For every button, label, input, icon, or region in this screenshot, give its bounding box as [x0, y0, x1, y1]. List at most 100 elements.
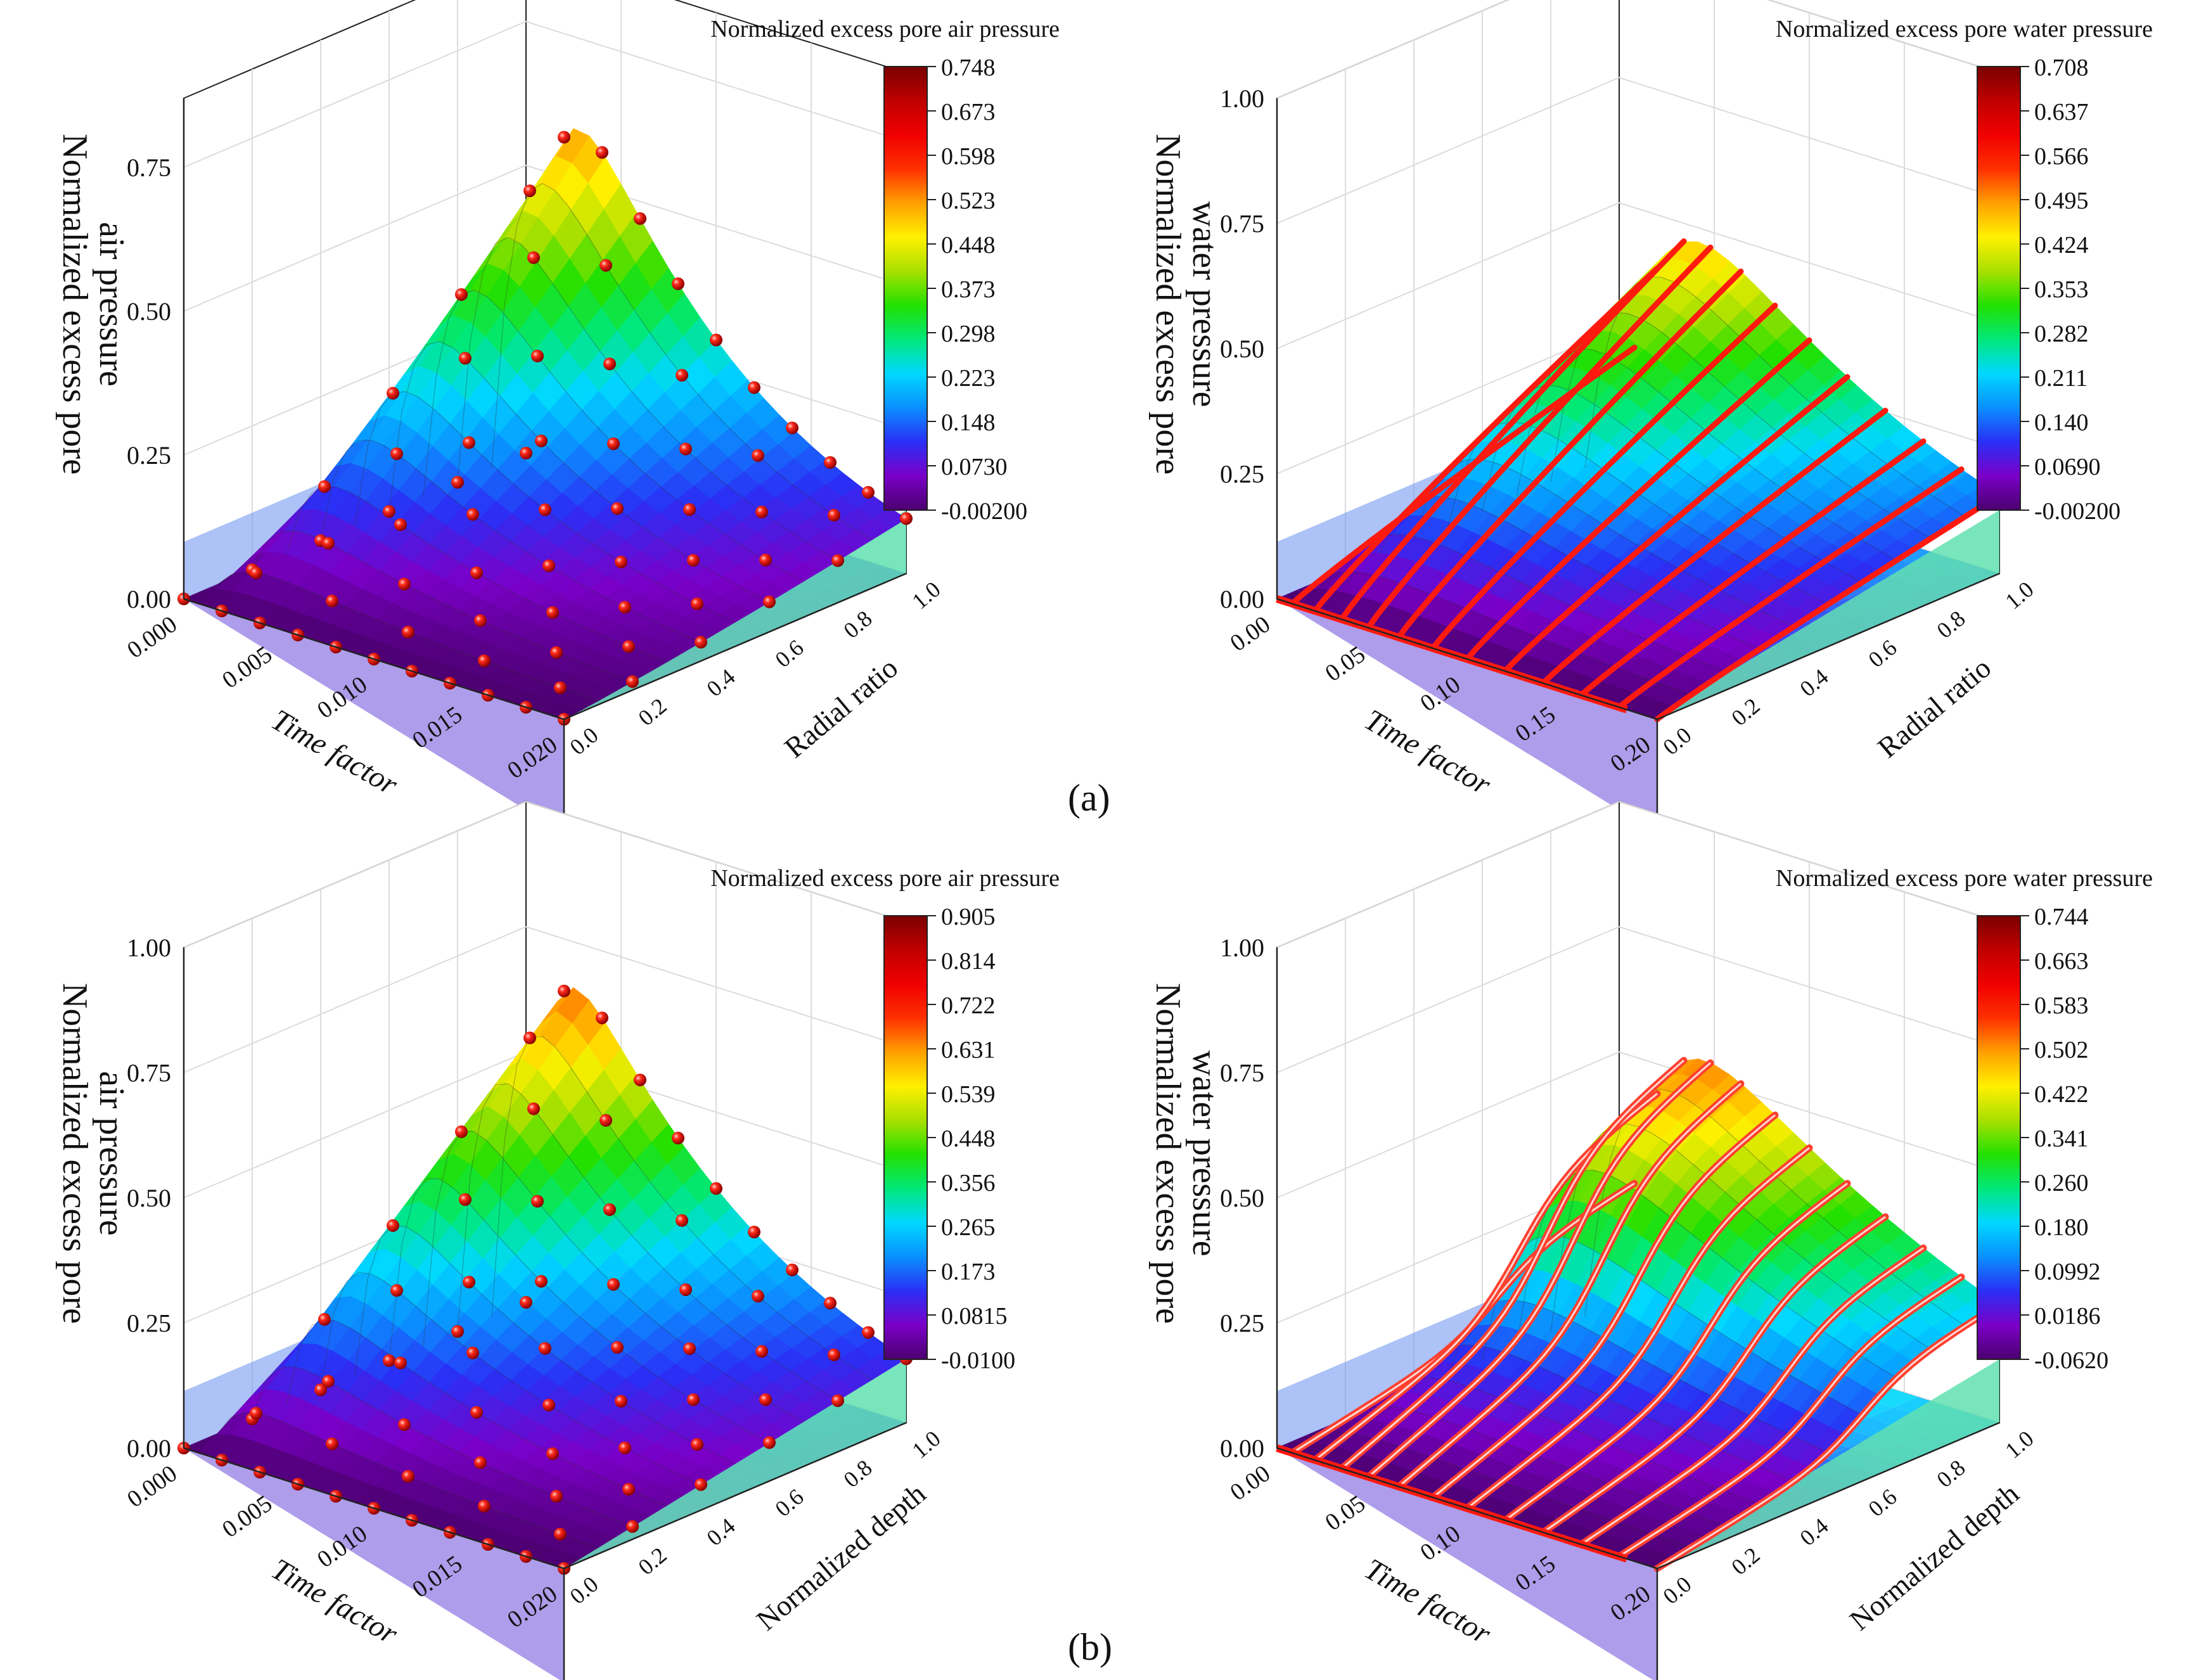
- colorbar-tick-label: 0.0690: [2034, 454, 2101, 480]
- marker-point: [523, 184, 536, 198]
- z-tick-label: 1.00: [127, 933, 171, 962]
- marker-point: [596, 1011, 608, 1025]
- marker-point: [326, 1437, 338, 1451]
- y-tick-label: 1.0: [907, 1426, 945, 1464]
- z-tick-label: 0.50: [1220, 335, 1264, 363]
- colorbar-tick-label: 0.708: [2034, 55, 2089, 81]
- marker-point: [383, 1354, 395, 1367]
- marker-point: [250, 1407, 262, 1420]
- y-tick-label: 0.6: [1863, 635, 1901, 673]
- marker-line: [1502, 374, 1850, 674]
- marker-line: [1578, 438, 1927, 698]
- colorbar-tick-label: 0.495: [2034, 188, 2089, 214]
- marker-point: [759, 1393, 772, 1406]
- chart-panel-2: 0.000.250.500.751.000.000.050.100.150.20…: [1148, 0, 2153, 833]
- marker-point: [250, 566, 262, 579]
- marker-point: [520, 447, 532, 459]
- marker-point: [786, 421, 798, 435]
- marker-point: [463, 436, 475, 449]
- z-tick-label: 0.75: [1220, 1059, 1264, 1087]
- marker-point: [542, 559, 555, 572]
- marker-point: [539, 503, 551, 516]
- marker-point: [695, 1478, 707, 1491]
- marker-point: [862, 1326, 875, 1339]
- y-tick-label: 0.4: [702, 664, 740, 702]
- colorbar-tick-label: 0.173: [941, 1259, 996, 1285]
- z-tick-label: 0.50: [127, 1184, 171, 1212]
- colorbar-tick-label: 0.663: [2034, 948, 2089, 975]
- marker-point: [466, 508, 479, 521]
- marker-line-highlight: [1432, 1114, 1776, 1499]
- marker-point: [383, 505, 395, 518]
- marker-point: [474, 1456, 487, 1469]
- panel-label-a: (a): [1068, 777, 1110, 819]
- colorbar-tick-label: 0.814: [941, 948, 996, 975]
- z-tick-label: 1.00: [1220, 84, 1264, 113]
- z-tick-label: 0.25: [127, 1309, 171, 1338]
- y-tick-label: 0.2: [1726, 693, 1764, 731]
- marker-point: [455, 288, 468, 301]
- z-tick-label: 0.25: [1220, 1309, 1264, 1338]
- marker-point: [900, 512, 913, 525]
- marker-point: [451, 476, 464, 489]
- marker-point: [451, 1325, 464, 1338]
- colorbar-tick-label: 0.905: [941, 904, 996, 930]
- colorbar-tick-label: 0.353: [2034, 276, 2089, 303]
- marker-point: [390, 1284, 403, 1297]
- z-tick-label: 1.00: [1220, 933, 1264, 962]
- axes-frame: [1276, 98, 2000, 833]
- marker-line-highlight: [1466, 1147, 1810, 1510]
- marker-point: [387, 1219, 399, 1232]
- y-axis-label: Radial ratio: [1871, 651, 1997, 764]
- colorbar-tick-label: 0.748: [941, 55, 996, 81]
- marker-point: [691, 1438, 703, 1451]
- marker-point: [322, 1375, 335, 1388]
- y-tick-label: 0.4: [1795, 1513, 1833, 1551]
- colorbar-tick-label: 0.448: [941, 232, 996, 259]
- marker-line: [1312, 265, 1660, 614]
- marker-point: [634, 1074, 646, 1087]
- colorbar-tick-label: 0.539: [941, 1081, 996, 1108]
- marker-point: [550, 1489, 563, 1503]
- marker-point: [603, 357, 616, 371]
- colorbar-tick-label: 0.631: [941, 1037, 996, 1063]
- colorbar-tick-label: -0.00200: [941, 498, 1027, 525]
- x-tick-label: 0.00: [1226, 1460, 1276, 1506]
- colorbar-tick-label: -0.00200: [2034, 498, 2120, 525]
- marker-point: [611, 502, 624, 515]
- marker-point: [710, 1182, 722, 1195]
- colorbar-tick-label: 0.148: [941, 409, 996, 436]
- colorbar-tick-label: 0.448: [941, 1125, 996, 1152]
- marker-point: [831, 554, 844, 567]
- colorbar-tick-label: 0.140: [2034, 409, 2089, 436]
- y-tick-label: 0.2: [633, 1542, 671, 1581]
- marker-point: [390, 447, 403, 460]
- marker-point: [755, 1345, 768, 1358]
- marker-point: [520, 1296, 532, 1309]
- marker-line-highlight: [1657, 1303, 2000, 1570]
- z-tick-label: 0.75: [1220, 210, 1264, 238]
- marker-point: [619, 1441, 631, 1454]
- y-tick-label: 0.0: [565, 1572, 603, 1610]
- marker-point: [600, 1113, 612, 1127]
- marker-point: [687, 1393, 700, 1406]
- marker-point: [554, 681, 567, 695]
- y-tick-label: 0.0: [1658, 722, 1696, 760]
- marker-point: [763, 595, 776, 608]
- marker-point: [554, 1527, 567, 1541]
- colorbar-tick-label: -0.0100: [941, 1347, 1015, 1374]
- marker-point: [539, 1342, 551, 1355]
- colorbar-tick-label: 0.424: [2034, 232, 2089, 259]
- marker-line-highlight: [1341, 1060, 1684, 1470]
- surface: [183, 987, 907, 1569]
- marker-point: [542, 1399, 555, 1412]
- colorbar-tick-label: 0.373: [941, 276, 996, 303]
- colorbar-tick-label: 0.744: [2034, 904, 2089, 930]
- y-tick-label: 0.0: [565, 722, 603, 760]
- marker-point: [470, 566, 483, 579]
- colorbar-tick-label: 0.356: [941, 1170, 996, 1196]
- marker-line-highlight: [1368, 1062, 1711, 1478]
- y-tick-label: 0.2: [633, 693, 671, 731]
- marker-point: [387, 387, 399, 400]
- marker-line-highlight: [1542, 1215, 1886, 1534]
